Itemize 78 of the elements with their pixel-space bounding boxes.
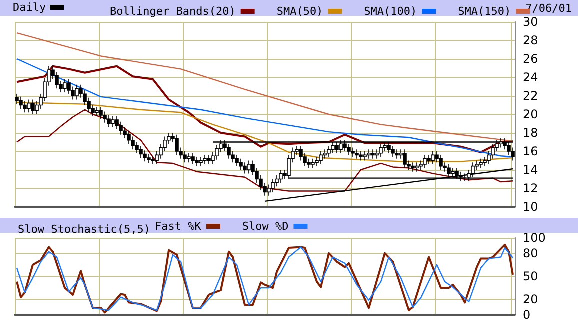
- candlestick: [75, 84, 79, 100]
- text: 7/06/01: [526, 2, 572, 15]
- candlestick: [143, 150, 147, 162]
- candlestick: [31, 99, 35, 115]
- line-series: [16, 32, 514, 142]
- candlestick: [187, 152, 191, 163]
- candlestick: [243, 162, 247, 174]
- candlestick: [355, 149, 359, 160]
- candlestick: [423, 154, 427, 169]
- y-tick-label: 20: [523, 292, 538, 307]
- y-tick-label: 20: [523, 108, 538, 122]
- candlestick: [147, 154, 151, 164]
- candlestick: [327, 146, 331, 158]
- chart-title: Daily: [13, 1, 48, 15]
- candlestick: [175, 134, 179, 156]
- candlestick: [395, 149, 399, 160]
- legend-label: Slow %D: [242, 220, 289, 233]
- candlestick: [23, 101, 27, 114]
- candlestick: [27, 99, 31, 114]
- candlestick: [431, 151, 435, 165]
- candlestick: [103, 111, 107, 124]
- candlestick: [203, 154, 207, 165]
- candlestick: [411, 162, 415, 172]
- candlestick: [99, 106, 103, 120]
- y-tick-label: 30: [523, 15, 538, 29]
- candlestick: [63, 78, 67, 93]
- candlestick: [235, 154, 239, 167]
- line-series: [16, 102, 514, 162]
- y-tick-label: 80: [523, 246, 538, 260]
- y-tick-label: 12: [523, 182, 538, 196]
- candlestick: [391, 146, 395, 158]
- candlestick: [247, 160, 251, 174]
- y-tick-label: 24: [523, 70, 538, 84]
- legend-label: Fast %K: [155, 220, 202, 233]
- candlestick: [427, 154, 431, 165]
- candlestick: [363, 151, 367, 162]
- legend-label: Bollinger Bands(20): [110, 5, 236, 18]
- candlestick: [183, 151, 187, 163]
- candlestick: [271, 178, 275, 193]
- y-tick-label: 28: [523, 34, 538, 48]
- candlestick: [207, 154, 211, 165]
- candlestick: [403, 149, 407, 169]
- y-tick-label: 0: [523, 308, 531, 322]
- candlestick: [95, 106, 99, 117]
- candlestick: [199, 156, 203, 167]
- candlestick: [415, 162, 419, 172]
- y-tick-label: 26: [523, 52, 538, 66]
- candlestick: [19, 96, 23, 110]
- y-tick-label: 10: [523, 200, 538, 214]
- y-tick-label: 50: [523, 270, 538, 284]
- candlestick: [279, 170, 283, 184]
- legend-label: SMA(50): [276, 5, 324, 18]
- candlestick: [107, 115, 111, 128]
- candlestick: [239, 158, 243, 170]
- candlestick: [195, 156, 199, 167]
- y-tick-label: 100: [523, 231, 546, 245]
- legend-label: SMA(150): [458, 5, 512, 18]
- candlestick: [367, 149, 371, 160]
- candlestick: [15, 94, 19, 105]
- candlestick: [191, 152, 195, 165]
- line-series: [16, 109, 514, 192]
- candlestick: [359, 151, 363, 162]
- candlestick: [319, 151, 323, 165]
- candlestick: [311, 158, 315, 169]
- candlestick: [479, 158, 483, 169]
- y-tick-label: 14: [523, 163, 538, 177]
- candlestick: [371, 149, 375, 160]
- y-tick-label: 18: [523, 126, 538, 140]
- y-tick-label: 22: [523, 89, 538, 103]
- candlestick: [111, 116, 115, 128]
- candlestick: [215, 144, 219, 160]
- candlestick: [151, 156, 155, 165]
- candlestick: [439, 154, 443, 170]
- chart-title: Slow Stochastic(5,5): [18, 223, 150, 236]
- legend-label: SMA(100): [364, 5, 418, 18]
- y-tick-label: 16: [523, 144, 538, 158]
- candlestick: [139, 146, 143, 158]
- candlestick: [351, 147, 355, 158]
